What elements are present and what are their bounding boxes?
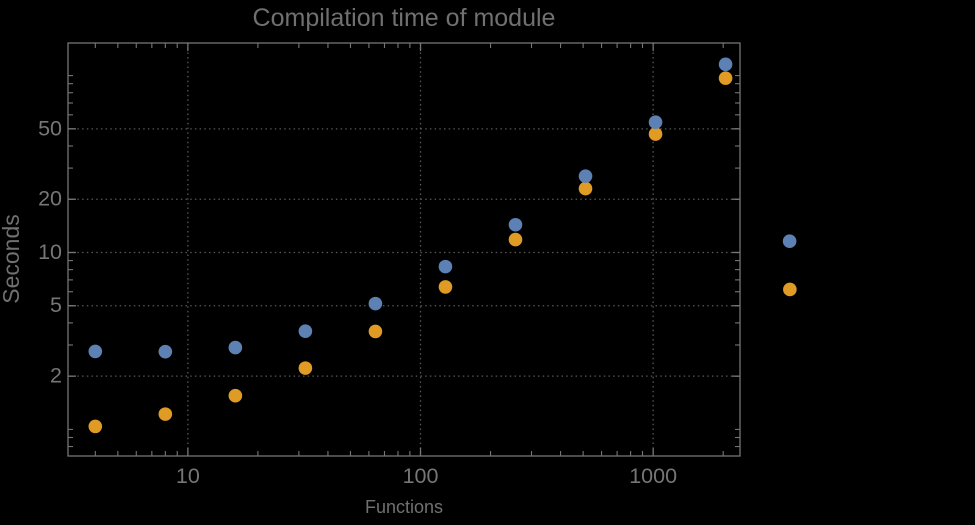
svg-text:50: 50 bbox=[38, 116, 62, 140]
svg-text:1000: 1000 bbox=[629, 464, 677, 488]
svg-text:100: 100 bbox=[403, 464, 439, 488]
svg-text:10: 10 bbox=[176, 464, 200, 488]
svg-text:5: 5 bbox=[50, 293, 62, 317]
svg-text:20: 20 bbox=[38, 187, 62, 211]
svg-text:2: 2 bbox=[50, 364, 62, 388]
svg-text:10: 10 bbox=[38, 240, 62, 264]
